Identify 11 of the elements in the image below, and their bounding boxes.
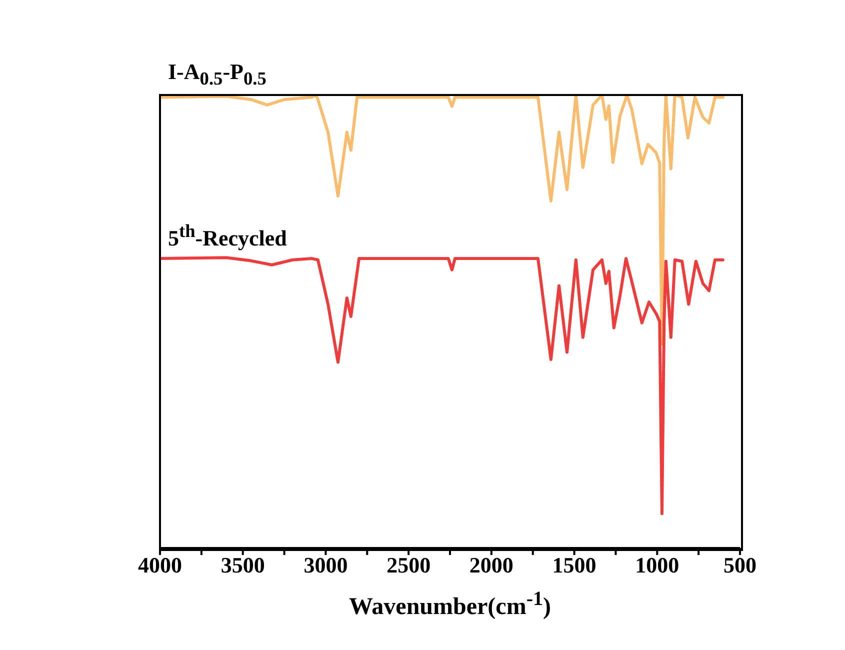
series-label: I-A$_{0.5}$-P$_{0.5}$: [168, 59, 266, 90]
x-tick-label: 2500: [386, 552, 431, 578]
x-tick-label: 3000: [304, 552, 348, 578]
series-label: 5$^{th}$-Recycled: [168, 220, 287, 251]
x-tick-label: 1000: [635, 552, 680, 578]
x-tick-label: 500: [724, 552, 756, 578]
x-tick-label: 3500: [220, 552, 265, 578]
x-tick-label: 1500: [552, 552, 596, 578]
x-tick-label: 4000: [138, 552, 182, 578]
x-axis-title: Wavenumber(cm$^{-1}$): [348, 588, 552, 621]
x-tick-label: 2000: [469, 552, 514, 578]
